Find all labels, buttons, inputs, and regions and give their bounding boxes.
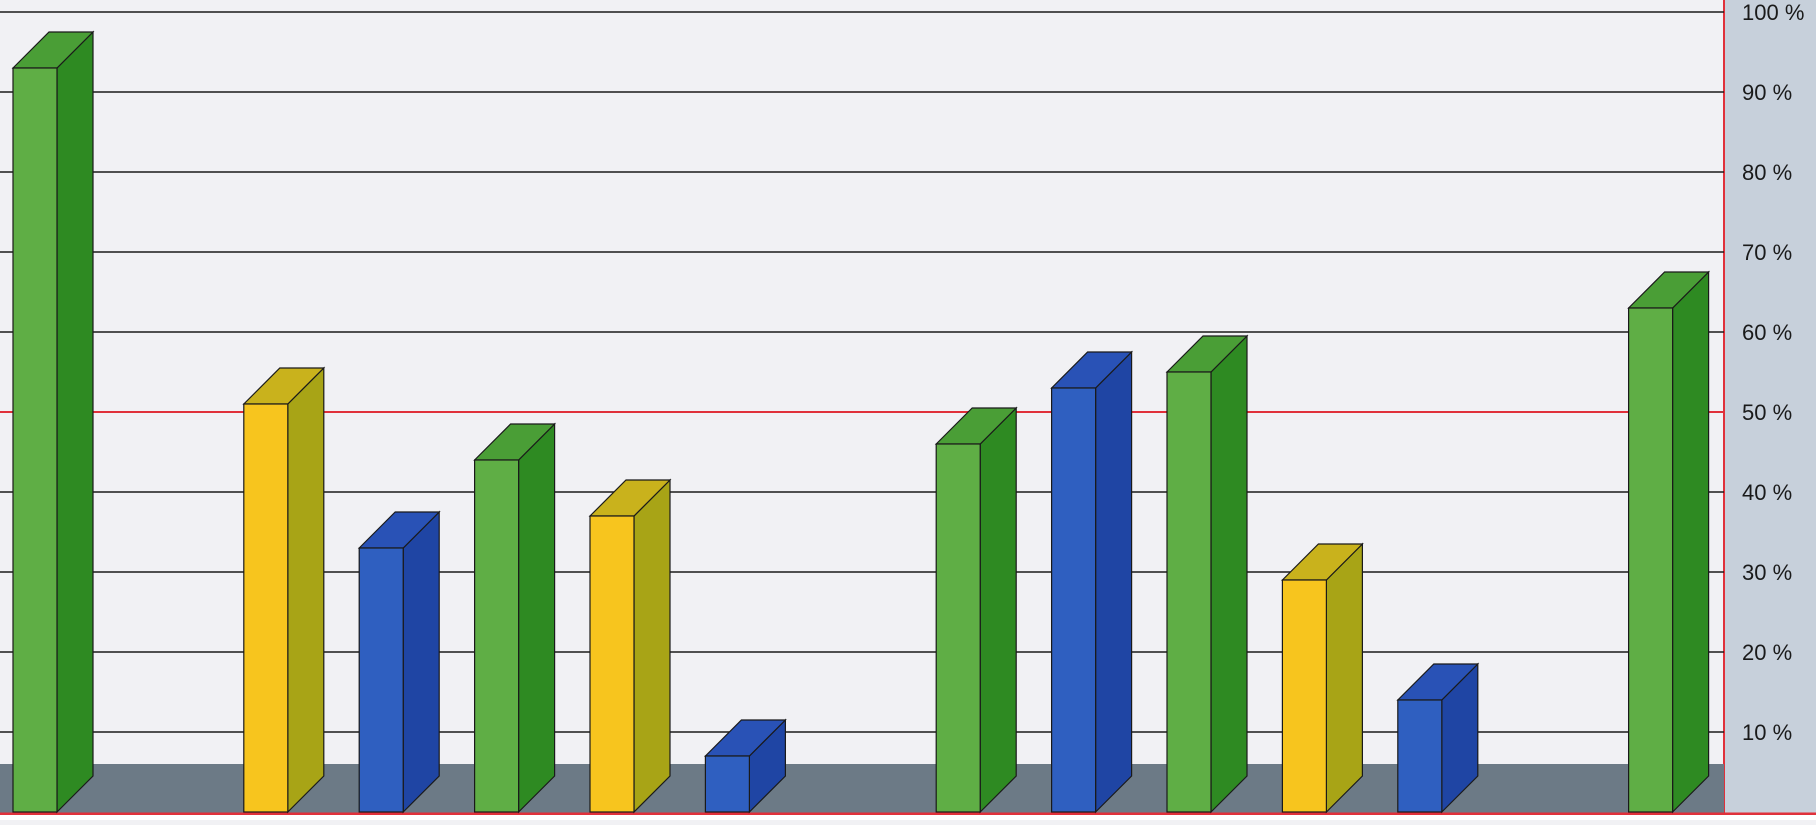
bar-5	[588, 478, 672, 814]
bar-front	[1627, 307, 1674, 813]
bar-front	[474, 459, 520, 813]
bar-7	[934, 406, 1018, 814]
bar-6	[703, 718, 787, 814]
bar-front	[1166, 371, 1212, 813]
bars	[11, 30, 1711, 814]
bar-side	[517, 422, 556, 814]
y-tick-label-100: 100 %	[1742, 0, 1804, 25]
bar-front	[935, 443, 981, 813]
bar-12	[1627, 270, 1711, 814]
y-tick-label-80: 80 %	[1742, 160, 1792, 185]
bar-3	[357, 510, 441, 814]
y-tick-label-50: 50 %	[1742, 400, 1792, 425]
bar-side	[1094, 350, 1133, 814]
y-tick-label-40: 40 %	[1742, 480, 1792, 505]
y-tick-label-10: 10 %	[1742, 720, 1792, 745]
bar-8	[1050, 350, 1134, 814]
bar-side	[1210, 334, 1248, 814]
bar-9	[1165, 334, 1249, 814]
bar-2	[242, 366, 326, 814]
bar-11	[1396, 662, 1480, 814]
y-tick-label-20: 20 %	[1742, 640, 1792, 665]
bar-front	[12, 67, 58, 813]
bar-side	[56, 30, 94, 814]
bar-front	[1050, 387, 1097, 813]
y-tick-label-30: 30 %	[1742, 560, 1792, 585]
bottom-margin	[0, 815, 1816, 820]
y-tick-label-60: 60 %	[1742, 320, 1792, 345]
axis-panel	[1724, 0, 1816, 820]
y-axis: 10 % 20 % 30 % 40 % 50 % 60 % 70 % 80 % 90 % 100 …	[1742, 0, 1804, 745]
bar-4	[473, 422, 557, 814]
y-tick-label-70: 70 %	[1742, 240, 1792, 265]
bar-front	[704, 755, 751, 813]
bar-front	[243, 403, 289, 813]
bar-front	[1397, 699, 1443, 813]
bar-front	[589, 515, 635, 813]
bar-1	[11, 30, 95, 814]
bar-side	[287, 366, 325, 814]
bar-10	[1280, 542, 1364, 814]
bar-front	[358, 547, 404, 813]
bar-side	[633, 478, 671, 814]
bar-side	[402, 510, 440, 814]
bar-side	[979, 406, 1017, 814]
bar-side	[1671, 270, 1710, 814]
bar-front	[1281, 579, 1328, 813]
y-tick-label-90: 90 %	[1742, 80, 1792, 105]
bar-side	[1325, 542, 1364, 814]
